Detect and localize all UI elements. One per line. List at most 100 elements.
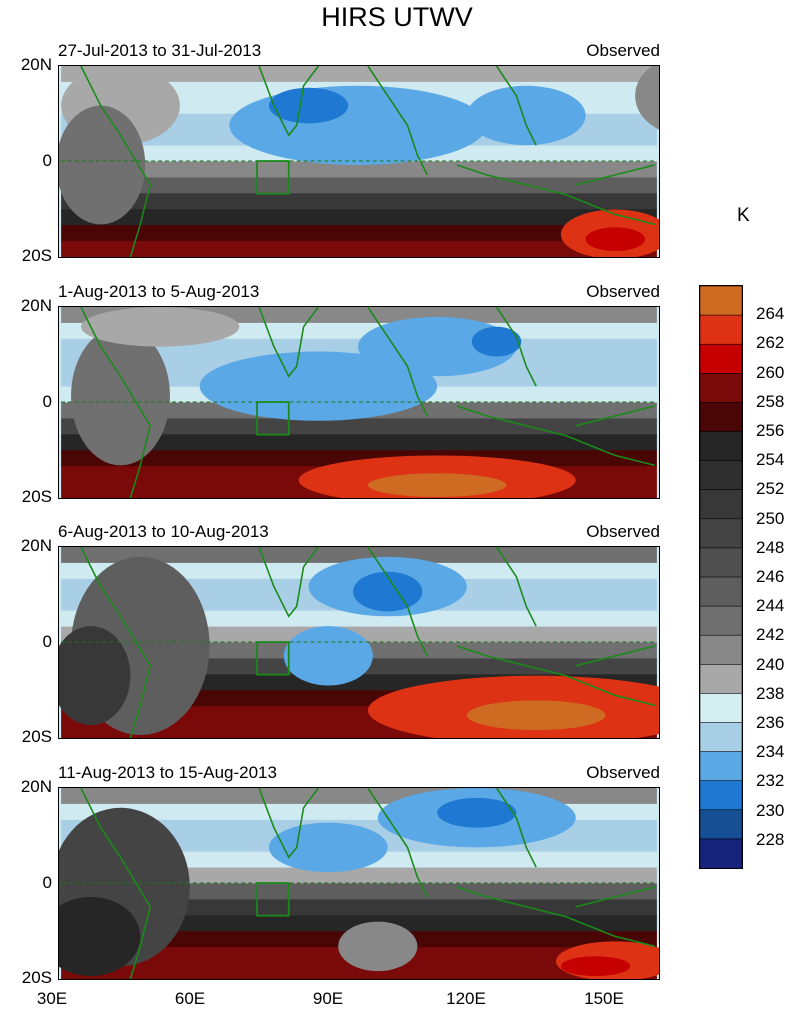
colorbar-swatch <box>700 314 742 345</box>
colorbar-level-label: 234 <box>756 742 785 762</box>
utwv-map-panel <box>58 65 660 258</box>
latitude-tick-label: 20S <box>21 727 52 746</box>
colorbar-swatch <box>700 809 742 840</box>
colorbar-level-label: 250 <box>756 508 785 528</box>
colorbar-level-label: 252 <box>756 479 785 499</box>
colorbar-swatch <box>700 693 742 724</box>
contour-region <box>268 87 349 124</box>
coastline <box>575 645 656 667</box>
contour-band <box>61 177 657 195</box>
panel-period-label: 6-Aug-2013 to 10-Aug-2013 <box>58 522 269 541</box>
colorbar-swatch <box>700 605 742 636</box>
utwv-map-panel <box>58 306 660 499</box>
latitude-tick-label: 20N <box>20 536 52 555</box>
colorbar-swatch <box>700 634 742 666</box>
contour-region <box>585 227 646 252</box>
colorbar-swatch <box>700 780 742 811</box>
latitude-tick-label: 0 <box>42 392 52 411</box>
colorbar-level-label: 254 <box>756 450 785 470</box>
colorbar-level-label: 230 <box>756 800 785 820</box>
latitude-tick-label: 0 <box>42 873 52 892</box>
contour-region <box>560 956 631 977</box>
colorbar-swatch <box>700 373 742 404</box>
contour-band <box>61 66 657 83</box>
colorbar-level-label: 246 <box>756 567 785 586</box>
panel-source-label: Observed <box>586 522 660 541</box>
colorbar-level-label: 240 <box>756 654 785 674</box>
contour-band <box>61 915 657 933</box>
latitude-tick-label: 20N <box>20 296 52 315</box>
colorbar-swatch <box>700 402 742 433</box>
contour-region <box>437 797 517 828</box>
colorbar-level-label: 248 <box>756 537 785 557</box>
contour-region <box>367 473 507 498</box>
colorbar-swatch <box>700 431 742 462</box>
contour-region <box>466 700 606 731</box>
longitude-tick-label: 30E <box>36 989 68 1008</box>
colorbar-level-label: 236 <box>756 713 785 732</box>
coastline <box>456 164 656 226</box>
coastline <box>575 886 656 908</box>
contour-band <box>61 434 657 452</box>
colorbar-swatch <box>700 518 742 549</box>
colorbar-level-label: 260 <box>756 362 785 382</box>
coastline <box>575 164 656 186</box>
colorbar-level-label: 244 <box>756 596 785 616</box>
colorbar-level-label: 258 <box>756 391 785 411</box>
coastline <box>80 547 152 738</box>
contour-region <box>80 307 240 347</box>
colorbar-level-label: 262 <box>756 333 785 353</box>
colorbar-swatch <box>700 664 742 695</box>
colorbar-level-label: 256 <box>756 421 785 440</box>
colorbar-swatch <box>700 722 742 753</box>
contour-region <box>466 85 586 146</box>
coastline <box>367 547 428 657</box>
colorbar-level-label: 228 <box>756 829 785 849</box>
region-box <box>256 401 290 436</box>
coastline <box>258 66 320 137</box>
colorbar-unit: K <box>737 205 750 226</box>
latitude-tick-label: 20S <box>21 487 52 506</box>
panel-period-label: 1-Aug-2013 to 5-Aug-2013 <box>58 282 260 301</box>
latitude-tick-label: 20N <box>20 777 52 796</box>
colorbar-swatch <box>700 286 742 316</box>
contour-band <box>61 867 657 885</box>
latitude-tick-label: 20N <box>20 55 52 74</box>
colorbar-swatch <box>700 460 742 491</box>
coastline <box>258 788 320 859</box>
panel-source-label: Observed <box>586 763 660 782</box>
contour-band <box>61 418 657 436</box>
colorbar-swatch <box>700 576 742 607</box>
contour-region <box>59 626 131 726</box>
coastline <box>80 788 152 979</box>
longitude-tick-label: 150E <box>584 989 624 1008</box>
colorbar-swatch <box>700 343 742 375</box>
contour-band <box>61 788 657 805</box>
contour-region <box>471 326 522 357</box>
coastline <box>495 788 537 868</box>
coastline <box>495 307 537 387</box>
contour-band <box>61 899 657 917</box>
contour-region <box>59 896 141 977</box>
coastline <box>456 645 656 707</box>
colorbar <box>699 285 743 869</box>
latitude-tick-label: 0 <box>42 632 52 651</box>
panel-period-label: 27-Jul-2013 to 31-Jul-2013 <box>58 41 262 60</box>
coastline <box>495 547 537 627</box>
contour-region <box>71 326 170 466</box>
coastline <box>456 405 656 467</box>
contour-band <box>61 161 657 179</box>
contour-region <box>59 105 146 225</box>
contour-band <box>61 209 657 227</box>
longitude-tick-label: 60E <box>174 989 206 1008</box>
contour-band <box>61 883 657 901</box>
contour-band <box>61 225 657 243</box>
coastline <box>575 405 656 427</box>
region-box <box>256 160 290 195</box>
colorbar-swatch <box>700 547 742 578</box>
colorbar-swatch <box>700 751 742 782</box>
coastline <box>495 66 537 146</box>
latitude-tick-label: 20S <box>21 246 52 265</box>
latitude-tick-label: 20S <box>21 968 52 987</box>
longitude-tick-label: 90E <box>312 989 344 1008</box>
